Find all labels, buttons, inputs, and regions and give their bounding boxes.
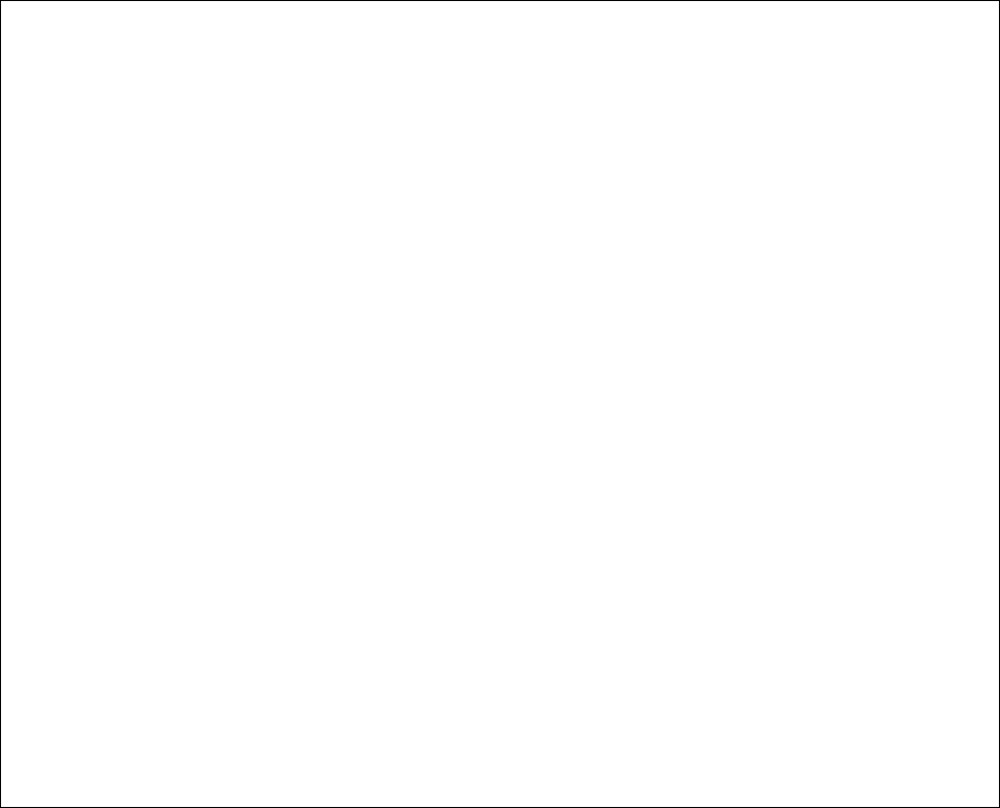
Bar bbox=[325, 401, 434, 555]
Text: *: * bbox=[374, 327, 385, 347]
Text: ##: ## bbox=[531, 31, 564, 50]
Bar bbox=[493, 204, 602, 555]
Text: ***: *** bbox=[532, 58, 562, 78]
Text: ***: *** bbox=[868, 105, 898, 124]
Bar bbox=[660, 274, 770, 555]
Bar bbox=[157, 455, 266, 555]
Text: ###: ### bbox=[858, 78, 907, 97]
Y-axis label: 肝瘤重量比(%): 肝瘤重量比(%) bbox=[35, 243, 54, 335]
Text: **: ** bbox=[705, 152, 725, 171]
Legend: 光动力治疗组（高浓度组）, 光动力治疗组（低浓度组）, 对照组-1, 对照组-2, 对照组-3: 光动力治疗组（高浓度组）, 光动力治疗组（低浓度组）, 对照组-1, 对照组-2… bbox=[128, 585, 386, 652]
Text: #: # bbox=[707, 124, 723, 144]
Bar bbox=[828, 215, 937, 555]
